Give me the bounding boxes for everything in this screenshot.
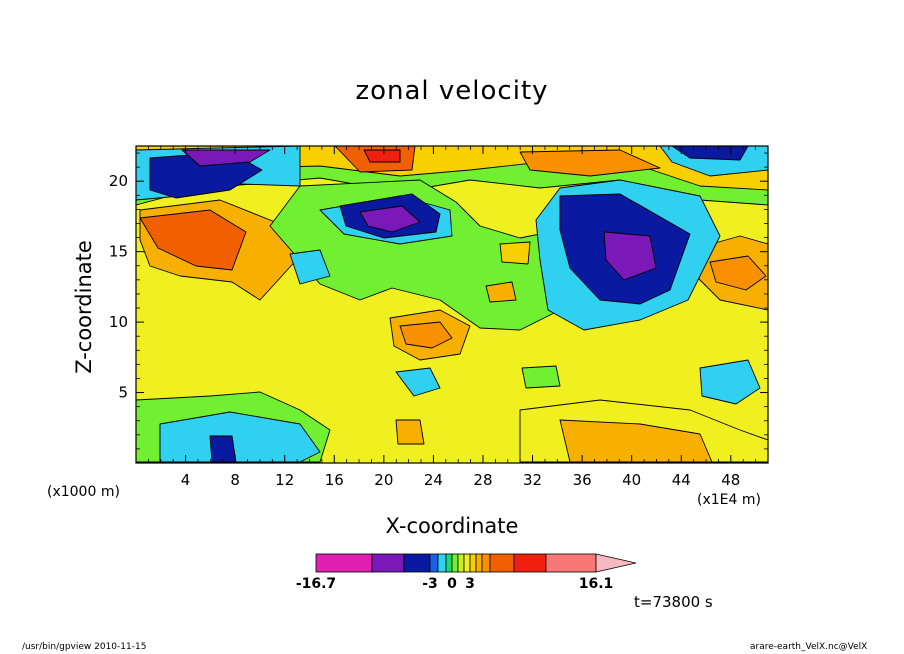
colorbar-segment bbox=[481, 553, 491, 573]
contour-field bbox=[136, 146, 768, 463]
colorbar-label: -16.7 bbox=[296, 576, 336, 592]
x-tick-label: 36 bbox=[573, 471, 592, 489]
colorbar-label: 0 bbox=[447, 576, 457, 592]
colorbar-segment bbox=[451, 553, 459, 573]
colorbar-segment bbox=[371, 553, 405, 573]
colorbar-segment bbox=[475, 553, 483, 573]
contour-region bbox=[709, 255, 767, 291]
contour-region bbox=[519, 149, 661, 177]
x-axis: 4 8 12 16 20 24 28 32 36 40 44 48 bbox=[147, 146, 757, 489]
time-annotation: t=73800 s bbox=[634, 593, 713, 611]
contour-region bbox=[671, 146, 749, 161]
colorbar-extend-arrow bbox=[595, 553, 637, 573]
contour-region bbox=[521, 365, 561, 389]
x-axis-label: X-coordinate bbox=[385, 514, 519, 538]
x-tick-label: 8 bbox=[230, 471, 240, 489]
colorbar-segment bbox=[513, 553, 547, 573]
contour-region bbox=[603, 231, 657, 281]
contour-region bbox=[699, 359, 761, 405]
contour-region bbox=[395, 419, 425, 445]
contour-region bbox=[399, 321, 453, 349]
colorbar-segment bbox=[403, 553, 431, 573]
x-tick-label: 4 bbox=[181, 471, 191, 489]
x-tick-label: 32 bbox=[523, 471, 542, 489]
x-tick-label: 40 bbox=[622, 471, 641, 489]
colorbar-segment bbox=[469, 553, 477, 573]
colorbar-segment bbox=[445, 553, 453, 573]
contour-region bbox=[159, 411, 321, 463]
contour-region bbox=[289, 249, 331, 285]
x-tick-label: 20 bbox=[374, 471, 393, 489]
x-tick-label: 16 bbox=[325, 471, 344, 489]
x-tick-label: 48 bbox=[721, 471, 740, 489]
contour-region bbox=[395, 367, 441, 397]
y-axis: 5 10 15 20 bbox=[109, 152, 768, 450]
plot-frame bbox=[135, 145, 769, 464]
contour-region bbox=[363, 149, 401, 163]
y-tick-label: 20 bbox=[109, 172, 128, 190]
footer-source: arare-earth_VelX.nc@VelX bbox=[750, 642, 868, 652]
contour-region bbox=[559, 419, 713, 463]
y-tick-label: 10 bbox=[109, 313, 128, 331]
colorbar-label: 3 bbox=[465, 576, 475, 592]
x-tick-label: 24 bbox=[424, 471, 443, 489]
colorbar-segment bbox=[429, 553, 439, 573]
colorbar-segment bbox=[457, 553, 465, 573]
contour-region bbox=[139, 209, 247, 271]
x-units-right: (x1E4 m) bbox=[697, 492, 761, 508]
x-tick-label: 44 bbox=[672, 471, 691, 489]
x-tick-label: 12 bbox=[275, 471, 294, 489]
contour-region bbox=[485, 281, 517, 303]
y-tick-label: 5 bbox=[118, 384, 128, 402]
contour-region bbox=[359, 205, 421, 233]
colorbar-label: 16.1 bbox=[579, 576, 614, 592]
chart-title: zonal velocity bbox=[355, 76, 549, 106]
colorbar-segment bbox=[489, 553, 515, 573]
x-units-left: (x1000 m) bbox=[47, 484, 120, 500]
colorbar-segment bbox=[463, 553, 471, 573]
contour-region bbox=[499, 241, 531, 265]
colorbar-segment bbox=[315, 553, 373, 573]
footer-program: /usr/bin/gpview 2010-11-15 bbox=[22, 642, 147, 652]
x-tick-label: 28 bbox=[473, 471, 492, 489]
colorbar-label: -3 bbox=[422, 576, 438, 592]
y-tick-label: 15 bbox=[109, 243, 128, 261]
contour-region bbox=[209, 435, 237, 463]
colorbar-segment bbox=[545, 553, 597, 573]
colorbar-segment bbox=[437, 553, 447, 573]
colorbar: -16.7 -3 0 3 16.1 bbox=[296, 553, 637, 592]
contour-region bbox=[181, 149, 271, 167]
